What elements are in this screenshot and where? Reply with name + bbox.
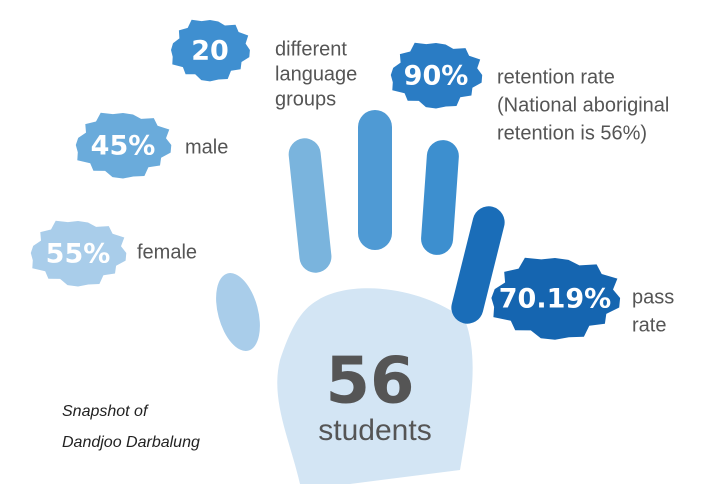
stat-label: different [275, 38, 347, 60]
stat-label: groups [275, 88, 336, 110]
stat-label: language [275, 63, 357, 85]
stat-label: male [185, 136, 228, 158]
badge-value: 70.19% [499, 284, 611, 315]
student-count: 56 [325, 345, 414, 419]
caption: Snapshot of [62, 403, 149, 420]
stat-label: retention rate [497, 66, 615, 88]
stat-label: female [137, 241, 197, 263]
stat-label: retention is 56%) [497, 122, 647, 144]
badge-value: 90% [404, 61, 469, 92]
badge-value: 45% [91, 131, 156, 162]
stat-label: pass [632, 286, 674, 308]
student-label: students [318, 414, 431, 447]
badge-value: 20 [191, 36, 229, 67]
infographic: 20 different language groups 90% retention ra… [0, 0, 718, 484]
stat-label: rate [632, 314, 666, 336]
caption: Dandjoo Darbalung [62, 434, 200, 451]
badge-value: 55% [46, 239, 111, 270]
stat-label: (National aboriginal [497, 94, 669, 116]
